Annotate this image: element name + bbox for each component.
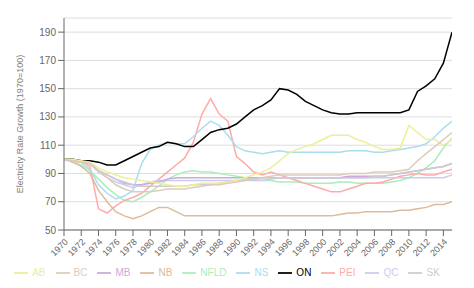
svg-text:1994: 1994 xyxy=(256,237,277,258)
svg-text:1996: 1996 xyxy=(273,237,294,258)
svg-text:150: 150 xyxy=(39,83,56,94)
svg-text:1978: 1978 xyxy=(118,237,139,258)
html-text:SK: SK xyxy=(426,266,440,278)
svg-text:1998: 1998 xyxy=(290,237,311,258)
html-text:QC: QC xyxy=(383,266,399,278)
html-text:AB: AB xyxy=(32,266,46,278)
html-text:NFLD: NFLD xyxy=(200,266,227,278)
svg-text:50: 50 xyxy=(45,225,57,236)
html-text:ON: ON xyxy=(296,266,312,278)
svg-text:1990: 1990 xyxy=(221,237,242,258)
svg-text:70: 70 xyxy=(45,196,57,207)
svg-text:2014: 2014 xyxy=(428,237,449,258)
svg-text:110: 110 xyxy=(40,140,56,151)
svg-text:1976: 1976 xyxy=(100,237,121,258)
svg-text:2010: 2010 xyxy=(394,237,415,258)
svg-text:1988: 1988 xyxy=(204,237,225,258)
svg-text:2004: 2004 xyxy=(342,237,363,258)
svg-text:1972: 1972 xyxy=(66,237,87,258)
svg-text:190: 190 xyxy=(39,27,56,38)
svg-text:1974: 1974 xyxy=(83,237,104,258)
svg-text:1986: 1986 xyxy=(187,237,208,258)
html-text:PEI: PEI xyxy=(339,266,356,278)
svg-text:1970: 1970 xyxy=(49,237,70,258)
svg-text:170: 170 xyxy=(39,55,56,66)
html-text:NS: NS xyxy=(254,266,269,278)
svg-text:2006: 2006 xyxy=(359,237,380,258)
svg-text:130: 130 xyxy=(39,111,56,122)
svg-text:2012: 2012 xyxy=(411,237,432,258)
svg-text:1992: 1992 xyxy=(238,237,259,258)
svg-text:2000: 2000 xyxy=(307,237,328,258)
svg-text:Electricty Rate Growth (1970=1: Electricty Rate Growth (1970=100) xyxy=(15,55,25,193)
svg-text:90: 90 xyxy=(45,168,57,179)
svg-text:1982: 1982 xyxy=(152,237,173,258)
svg-text:1980: 1980 xyxy=(135,237,156,258)
svg-text:2008: 2008 xyxy=(376,237,397,258)
svg-text:2002: 2002 xyxy=(325,237,346,258)
svg-text:1984: 1984 xyxy=(169,237,190,258)
html-text:BC: BC xyxy=(73,266,88,278)
html-text:MB: MB xyxy=(115,266,131,278)
html-text:NB: NB xyxy=(158,266,173,278)
